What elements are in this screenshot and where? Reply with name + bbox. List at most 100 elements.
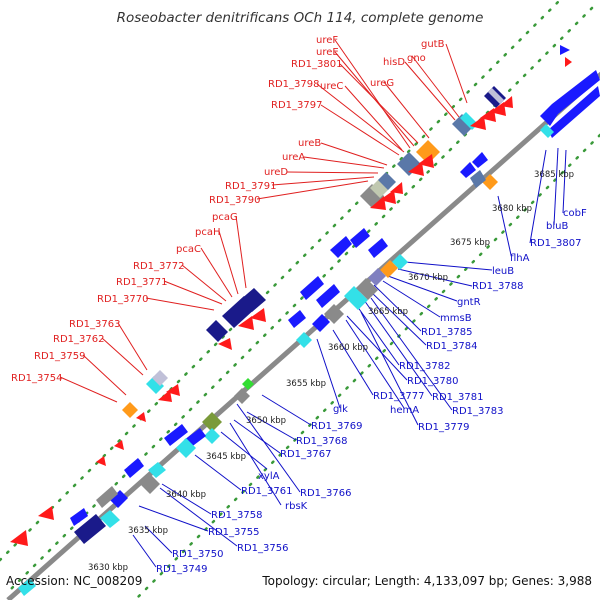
gene-arrow[interactable] xyxy=(565,57,572,67)
gene-arrow[interactable] xyxy=(472,152,488,168)
gene-box[interactable] xyxy=(18,578,36,596)
gene-box[interactable] xyxy=(240,288,266,312)
gene-arrow[interactable] xyxy=(312,314,330,332)
gene-label: RD1_3797 xyxy=(271,100,322,111)
dotted-guide-reverse xyxy=(133,133,600,600)
gene-label: hisD xyxy=(383,57,405,68)
gene-arrow[interactable] xyxy=(166,384,180,396)
gene-box[interactable] xyxy=(204,428,220,444)
gene-box[interactable] xyxy=(356,278,378,300)
gene-label: ureB xyxy=(298,138,321,149)
gene-arrow[interactable] xyxy=(408,162,424,176)
gene-arrow[interactable] xyxy=(218,338,232,350)
gene-box[interactable] xyxy=(140,474,160,494)
gene-box[interactable] xyxy=(74,514,106,544)
gene-label: RD1_3750 xyxy=(172,549,223,560)
gene-label: leuB xyxy=(492,266,514,277)
gene-arrow[interactable] xyxy=(418,154,434,168)
gene-arrow[interactable] xyxy=(38,506,54,520)
gene-arrow[interactable] xyxy=(540,70,600,126)
gene-arrow[interactable] xyxy=(460,162,476,178)
gene-box[interactable] xyxy=(416,140,440,164)
forward-gene-features xyxy=(10,45,572,546)
gene-box[interactable] xyxy=(452,114,474,136)
gene-box[interactable] xyxy=(324,304,344,324)
gene-arrow[interactable] xyxy=(136,412,146,422)
gene-label: RD1_3761 xyxy=(241,486,292,497)
gene-arrow[interactable] xyxy=(238,316,254,330)
genome-summary-text: Topology: circular; Length: 4,133,097 bp… xyxy=(261,574,592,588)
gene-label: RD1_3807 xyxy=(530,238,581,249)
gene-box[interactable] xyxy=(122,402,138,418)
gene-label: ureE xyxy=(316,47,339,58)
gene-arrow[interactable] xyxy=(560,45,570,55)
gene-arrow[interactable] xyxy=(390,182,403,194)
gene-arrow[interactable] xyxy=(124,458,144,478)
gene-arrow[interactable] xyxy=(10,530,28,546)
gene-label: RD1_3755 xyxy=(208,527,259,538)
gene-box[interactable] xyxy=(148,462,166,478)
scale-tick: 3685 kbp xyxy=(534,170,574,180)
gene-arrow[interactable] xyxy=(158,390,172,402)
gene-arrow[interactable] xyxy=(500,96,513,108)
gene-label: xylA xyxy=(258,471,280,482)
gene-label: RD1_3777 xyxy=(373,391,424,402)
gene-box[interactable] xyxy=(380,260,398,278)
gene-arrow[interactable] xyxy=(330,236,352,258)
gene-label: ureD xyxy=(264,167,288,178)
gene-box[interactable] xyxy=(146,376,164,394)
gene-box[interactable] xyxy=(368,268,386,286)
gene-arrow[interactable] xyxy=(470,116,486,130)
gene-box[interactable] xyxy=(540,124,554,138)
gene-box[interactable] xyxy=(206,320,228,342)
gene-label: cobF xyxy=(563,208,587,219)
gene-arrow[interactable] xyxy=(164,424,188,446)
gene-box[interactable] xyxy=(488,88,504,104)
gene-arrow[interactable] xyxy=(70,508,88,526)
gene-arrow[interactable] xyxy=(110,490,128,508)
gene-label: RD1_3801 xyxy=(291,59,342,70)
gene-label: bluB xyxy=(546,221,568,232)
gene-label: RD1_3790 xyxy=(209,195,260,206)
scale-tick: 3640 kbp xyxy=(166,490,206,500)
gene-label: RD1_3782 xyxy=(399,361,450,372)
gene-box[interactable] xyxy=(482,174,498,190)
gene-box[interactable] xyxy=(234,388,250,404)
gene-arrow[interactable] xyxy=(300,276,324,300)
gene-arrow[interactable] xyxy=(316,284,340,308)
gene-arrow[interactable] xyxy=(250,308,266,322)
gene-label: RD1_3767 xyxy=(280,449,331,460)
gene-label: RD1_3749 xyxy=(156,564,207,575)
gene-label: ureC xyxy=(320,81,343,92)
diagram-title: Roseobacter denitrificans OCh 114, compl… xyxy=(117,10,484,26)
scale-tick: 3665 kbp xyxy=(368,307,408,317)
gene-arrow[interactable] xyxy=(548,86,600,138)
gene-arrow[interactable] xyxy=(368,238,388,258)
gene-arrow[interactable] xyxy=(288,310,306,328)
reverse-gene-features xyxy=(18,70,600,596)
gene-arrow[interactable] xyxy=(380,190,396,204)
gene-box[interactable] xyxy=(100,510,120,528)
gene-arrow[interactable] xyxy=(350,228,370,248)
gene-box[interactable] xyxy=(176,438,196,458)
gene-box[interactable] xyxy=(296,332,312,348)
gene-arrow[interactable] xyxy=(96,456,106,466)
gene-label: RD1_3791 xyxy=(225,181,276,192)
gene-box[interactable] xyxy=(378,172,396,190)
gene-box[interactable] xyxy=(202,412,222,432)
gene-box[interactable] xyxy=(96,486,118,508)
gene-label: pcaG xyxy=(212,212,238,223)
gene-label: RD1_3771 xyxy=(116,277,167,288)
gene-label: RD1_3788 xyxy=(472,281,523,292)
gene-box[interactable] xyxy=(344,286,368,310)
gene-box[interactable] xyxy=(470,170,486,188)
gene-label: gntR xyxy=(457,297,481,308)
gene-box[interactable] xyxy=(242,378,254,390)
gene-label: RD1_3768 xyxy=(296,436,347,447)
gene-box[interactable] xyxy=(152,370,168,386)
gene-label: RD1_3758 xyxy=(211,510,262,521)
gene-label: RD1_3763 xyxy=(69,319,120,330)
gene-label: rbsK xyxy=(285,501,308,512)
gene-arrow[interactable] xyxy=(114,440,124,450)
